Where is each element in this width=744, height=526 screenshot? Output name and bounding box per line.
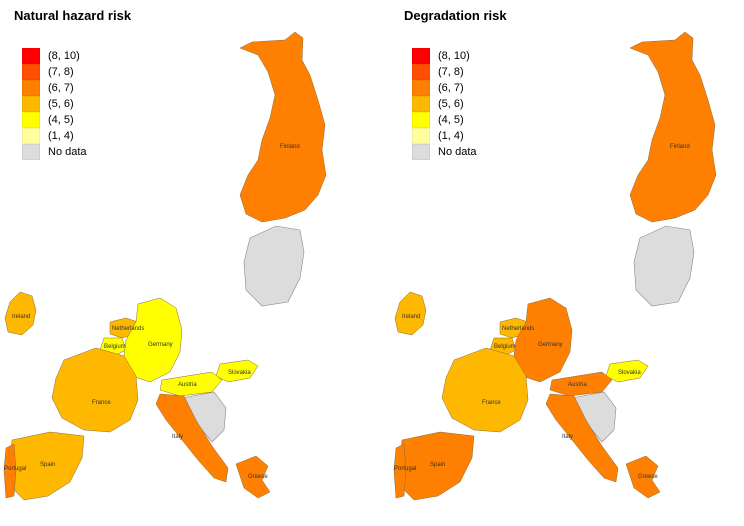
- map-panel-natural-hazard: Natural hazard risk (8, 10) (7, 8) (6, 7…: [3, 8, 327, 501]
- legend-item: (1, 4): [412, 128, 477, 144]
- legend-item: (7, 8): [22, 64, 87, 80]
- legend-swatch: [22, 112, 40, 128]
- country-finland: [239, 31, 327, 223]
- legend-item: (4, 5): [412, 112, 477, 128]
- label-finland: Finland: [670, 144, 690, 150]
- legend-label: (5, 6): [48, 98, 74, 110]
- label-netherlands: Netherlands: [112, 326, 144, 332]
- country-greece: [625, 455, 661, 499]
- legend-swatch: [22, 80, 40, 96]
- legend-item: (7, 8): [412, 64, 477, 80]
- label-netherlands: Netherlands: [502, 326, 534, 332]
- legend-label: (4, 5): [48, 114, 74, 126]
- country-austria: [549, 371, 613, 397]
- legend-label: (8, 10): [438, 50, 470, 62]
- country-portugal: [393, 443, 407, 499]
- legend-label: (6, 7): [48, 82, 74, 94]
- country-austria: [159, 371, 223, 397]
- country-italy: [155, 393, 229, 483]
- legend-label: (8, 10): [48, 50, 80, 62]
- legend-swatch: [412, 128, 430, 144]
- country-italy: [545, 393, 619, 483]
- country-germany: [513, 297, 573, 383]
- legend-item: (6, 7): [412, 80, 477, 96]
- label-finland: Finland: [280, 144, 300, 150]
- country-ireland: [394, 291, 427, 336]
- legend-item: (1, 4): [22, 128, 87, 144]
- map-panel-degradation: Degradation risk (8, 10) (7, 8) (6, 7) (…: [390, 0, 744, 526]
- legend-swatch: [22, 48, 40, 64]
- country-france: [441, 347, 529, 433]
- country-france: [51, 347, 139, 433]
- map-title: Natural hazard risk: [14, 8, 132, 23]
- country-finland: [629, 31, 717, 223]
- country-portugal: [3, 443, 17, 499]
- legend-label: No data: [438, 146, 477, 158]
- legend-item: (8, 10): [22, 48, 87, 64]
- label-austria: Austria: [178, 382, 197, 388]
- label-portugal: Portugal: [394, 466, 416, 472]
- legend-label: (4, 5): [438, 114, 464, 126]
- legend-swatch: [412, 96, 430, 112]
- country-no-data: [633, 225, 695, 307]
- label-greece: Greece: [638, 474, 658, 480]
- label-greece: Greece: [248, 474, 268, 480]
- label-ireland: Ireland: [402, 314, 420, 320]
- legend-label: (1, 4): [438, 130, 464, 142]
- legend-item: (8, 10): [412, 48, 477, 64]
- legend: (8, 10) (7, 8) (6, 7) (5, 6) (4, 5) (1, …: [22, 48, 87, 160]
- europe-map: Finland Ireland Netherlands Belgium Germany F…: [3, 31, 327, 501]
- legend-item: (5, 6): [412, 96, 477, 112]
- legend-swatch: [22, 128, 40, 144]
- legend-item: (4, 5): [22, 112, 87, 128]
- legend-item: No data: [22, 144, 87, 160]
- label-slovakia: Slovakia: [228, 370, 251, 376]
- legend-item: No data: [412, 144, 477, 160]
- country-ireland: [4, 291, 37, 336]
- country-greece: [235, 455, 271, 499]
- label-italy: Italy: [562, 434, 573, 440]
- legend-swatch: [22, 64, 40, 80]
- label-france: France: [92, 400, 111, 406]
- label-germany: Germany: [538, 342, 563, 348]
- legend-swatch: [22, 96, 40, 112]
- country-no-data: [243, 225, 305, 307]
- label-germany: Germany: [148, 342, 173, 348]
- label-spain: Spain: [430, 462, 445, 468]
- label-slovakia: Slovakia: [618, 370, 641, 376]
- label-france: France: [482, 400, 501, 406]
- legend-swatch: [412, 64, 430, 80]
- map-title: Degradation risk: [404, 8, 507, 23]
- legend-swatch: [412, 80, 430, 96]
- legend-label: (7, 8): [438, 66, 464, 78]
- label-belgium: Belgium: [494, 344, 516, 350]
- legend-swatch: [412, 48, 430, 64]
- legend-label: (7, 8): [48, 66, 74, 78]
- legend-swatch: [22, 144, 40, 160]
- label-spain: Spain: [40, 462, 55, 468]
- legend-item: (5, 6): [22, 96, 87, 112]
- legend-label: (6, 7): [438, 82, 464, 94]
- label-portugal: Portugal: [4, 466, 26, 472]
- legend-label: No data: [48, 146, 87, 158]
- label-austria: Austria: [568, 382, 587, 388]
- legend: (8, 10) (7, 8) (6, 7) (5, 6) (4, 5) (1, …: [412, 48, 477, 160]
- label-italy: Italy: [172, 434, 183, 440]
- europe-map: Finland Ireland Netherlands Belgium Germany F…: [393, 31, 717, 501]
- label-belgium: Belgium: [104, 344, 126, 350]
- legend-label: (1, 4): [48, 130, 74, 142]
- label-ireland: Ireland: [12, 314, 30, 320]
- legend-swatch: [412, 144, 430, 160]
- legend-swatch: [412, 112, 430, 128]
- legend-item: (6, 7): [22, 80, 87, 96]
- country-germany: [123, 297, 183, 383]
- legend-label: (5, 6): [438, 98, 464, 110]
